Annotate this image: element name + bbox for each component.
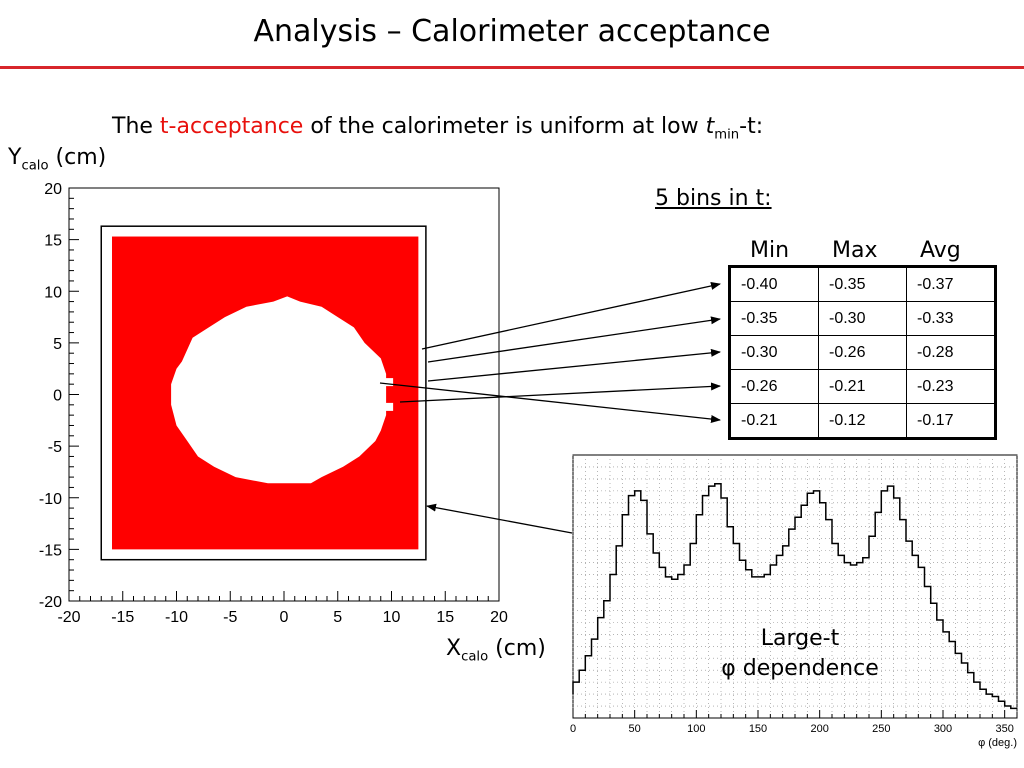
y-tick-label: 10 <box>44 284 62 301</box>
outer-acceptance-frame <box>100 225 427 561</box>
subtitle-end: -t: <box>739 114 764 139</box>
x-axis-label: Xcalo (cm) <box>446 636 546 664</box>
table-cell: -0.30 <box>729 335 819 370</box>
table-row: -0.40 -0.35 -0.37 <box>729 266 996 302</box>
table-row: -0.21 -0.12 -0.17 <box>729 403 996 439</box>
arrow <box>421 282 721 350</box>
x-axis-label-main: X <box>446 636 462 661</box>
phi-x-tick-label: 50 <box>629 723 641 735</box>
y-tick-label: -15 <box>39 542 62 559</box>
phi-x-tick-label: 300 <box>934 723 952 735</box>
table-cell: -0.26 <box>818 335 907 370</box>
phi-note-line1: Large-t <box>760 626 840 651</box>
arrow <box>399 382 721 403</box>
arrow <box>426 503 573 534</box>
phi-note: Large-t φ dependence <box>700 624 900 684</box>
subtitle-t: t <box>705 114 715 139</box>
table-cell: -0.30 <box>818 301 907 336</box>
y-axis-label-unit: (cm) <box>48 145 107 170</box>
beam-hole <box>171 296 387 484</box>
y-axis-label: Ycalo (cm) <box>8 145 106 173</box>
col-header-max: Max <box>832 238 878 263</box>
x-tick-label: -15 <box>111 609 134 626</box>
slide-title: Analysis – Calorimeter acceptance <box>253 14 771 49</box>
phi-x-tick-label: 0 <box>570 723 576 735</box>
title-underline <box>0 66 1024 69</box>
phi-x-tick-label: 200 <box>810 723 828 735</box>
subtitle-prefix: The <box>112 114 160 139</box>
subtitle: The t-acceptance of the calorimeter is u… <box>112 114 763 142</box>
x-tick-label: -5 <box>223 609 237 626</box>
hole-notch <box>383 402 394 411</box>
y-tick-label: 20 <box>44 181 62 198</box>
x-tick-label: -20 <box>57 609 80 626</box>
table-cell: -0.33 <box>906 301 996 336</box>
table-cell: -0.35 <box>818 266 907 302</box>
arrow <box>379 382 721 424</box>
x-tick-label: 10 <box>383 609 401 626</box>
phi-x-tick-label: 150 <box>749 723 767 735</box>
x-axis-label-unit: (cm) <box>488 636 546 661</box>
y-tick-label: 0 <box>53 388 62 405</box>
y-tick-label: 5 <box>53 336 62 353</box>
y-tick-label: -20 <box>39 594 62 611</box>
subtitle-sub: min <box>714 127 740 143</box>
y-tick-label: -10 <box>39 491 62 508</box>
y-tick-label: 15 <box>44 233 62 250</box>
bins-title: 5 bins in t: <box>655 186 772 211</box>
x-tick-label: 5 <box>333 609 342 626</box>
y-axis-label-sub: calo <box>21 158 49 174</box>
y-tick-label: -5 <box>48 439 62 456</box>
phi-x-tick-label: 100 <box>687 723 705 735</box>
hole-notch <box>383 378 394 387</box>
table-cell: -0.28 <box>906 335 996 370</box>
table-cell: -0.12 <box>818 403 907 439</box>
table-cell: -0.26 <box>729 369 819 404</box>
y-axis-label-main: Y <box>8 145 22 170</box>
table-cell: -0.35 <box>729 301 819 336</box>
bins-table: -0.40 -0.35 -0.37 -0.35 -0.30 -0.33 -0.3… <box>728 265 997 440</box>
phi-note-line2: φ dependence <box>721 656 879 681</box>
table-cell: -0.37 <box>906 266 996 302</box>
table-cell: -0.40 <box>729 266 819 302</box>
x-axis-label-sub: calo <box>461 649 489 665</box>
phi-plot-frame <box>572 454 1018 719</box>
subtitle-highlight: t-acceptance <box>159 114 304 139</box>
col-header-min: Min <box>750 238 790 263</box>
x-tick-label: 20 <box>490 609 508 626</box>
table-row: -0.26 -0.21 -0.23 <box>729 369 996 404</box>
x-tick-label: 15 <box>436 609 454 626</box>
table-row: -0.35 -0.30 -0.33 <box>729 301 996 336</box>
arrow <box>427 348 721 382</box>
arrow <box>427 316 721 363</box>
table-cell: -0.17 <box>906 403 996 439</box>
table-row: -0.30 -0.26 -0.28 <box>729 335 996 370</box>
phi-x-axis-label: φ (deg.) <box>978 737 1017 749</box>
x-tick-label: 0 <box>280 609 289 626</box>
phi-x-tick-label: 350 <box>995 723 1013 735</box>
x-tick-label: -10 <box>165 609 188 626</box>
col-header-avg: Avg <box>920 238 961 263</box>
phi-histogram <box>572 482 1017 710</box>
phi-x-tick-label: 250 <box>872 723 890 735</box>
subtitle-middle: of the calorimeter is uniform at low <box>303 114 706 139</box>
table-cell: -0.21 <box>729 403 819 439</box>
